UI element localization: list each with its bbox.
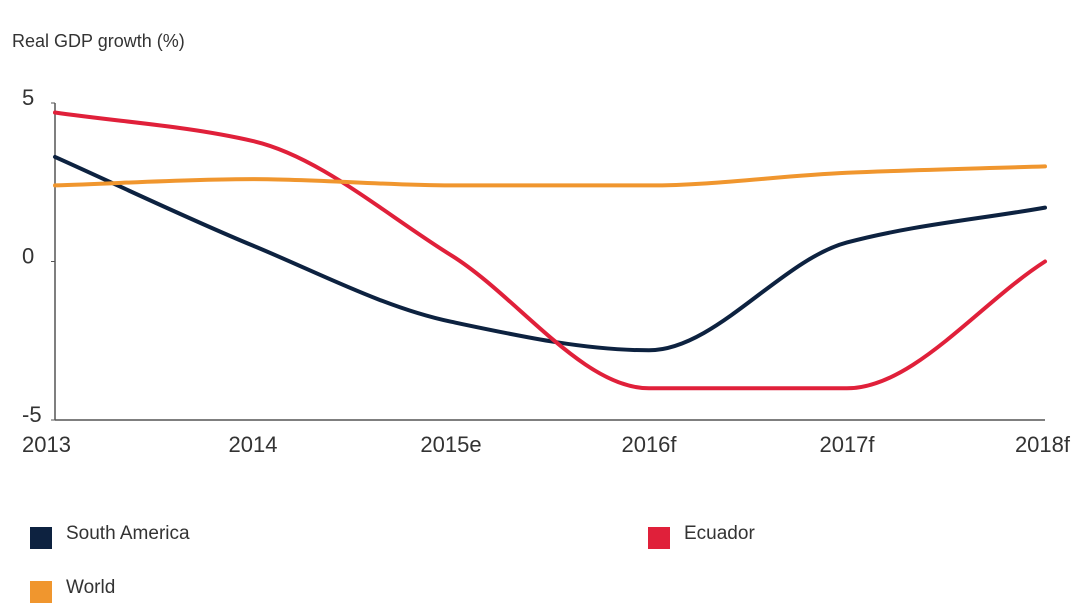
legend-label: Ecuador xyxy=(684,523,755,544)
line xyxy=(53,110,1047,391)
x-tick-label: 2017f xyxy=(819,432,875,457)
x-tick-label: 2013 xyxy=(22,432,71,457)
x-tick-label: 2018f xyxy=(1015,432,1071,457)
legend-label: South America xyxy=(66,523,190,544)
legend-swatch xyxy=(30,527,52,549)
x-tick-label: 2015e xyxy=(420,432,481,457)
legend-label: World xyxy=(66,577,115,598)
y-tick-label: -5 xyxy=(22,402,42,427)
legend-swatch xyxy=(30,581,52,603)
legend-swatch xyxy=(648,527,670,549)
y-axis-label: Real GDP growth (%) xyxy=(12,31,185,51)
x-tick-label: 2014 xyxy=(229,432,278,457)
x-tick-label: 2016f xyxy=(621,432,677,457)
y-tick-label: 5 xyxy=(22,85,34,110)
y-tick-label: 0 xyxy=(22,243,34,268)
line xyxy=(53,164,1047,188)
